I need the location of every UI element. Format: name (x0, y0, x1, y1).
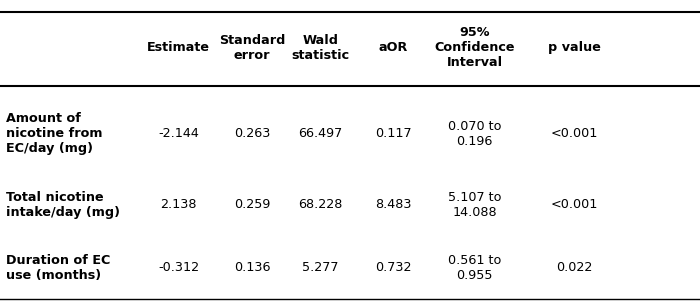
Text: Total nicotine
intake/day (mg): Total nicotine intake/day (mg) (6, 191, 120, 219)
Text: 0.070 to
0.196: 0.070 to 0.196 (448, 120, 501, 148)
Text: 8.483: 8.483 (375, 198, 412, 211)
Text: 95%
Confidence
Interval: 95% Confidence Interval (434, 26, 515, 69)
Text: -0.312: -0.312 (158, 261, 199, 274)
Text: 0.561 to
0.955: 0.561 to 0.955 (448, 254, 501, 282)
Text: Amount of
nicotine from
EC/day (mg): Amount of nicotine from EC/day (mg) (6, 112, 102, 156)
Text: <0.001: <0.001 (550, 198, 598, 211)
Text: 2.138: 2.138 (160, 198, 197, 211)
Text: 5.277: 5.277 (302, 261, 339, 274)
Text: 0.022: 0.022 (556, 261, 592, 274)
Text: 66.497: 66.497 (298, 128, 343, 140)
Text: Duration of EC
use (months): Duration of EC use (months) (6, 254, 110, 282)
Text: Wald
statistic: Wald statistic (291, 34, 350, 62)
Text: Estimate: Estimate (147, 41, 210, 54)
Text: 68.228: 68.228 (298, 198, 343, 211)
Text: 0.259: 0.259 (234, 198, 270, 211)
Text: 0.136: 0.136 (234, 261, 270, 274)
Text: Standard
error: Standard error (219, 34, 285, 62)
Text: 5.107 to
14.088: 5.107 to 14.088 (448, 191, 501, 219)
Text: 0.263: 0.263 (234, 128, 270, 140)
Text: 0.117: 0.117 (375, 128, 412, 140)
Text: <0.001: <0.001 (550, 128, 598, 140)
Text: -2.144: -2.144 (158, 128, 199, 140)
Text: p value: p value (547, 41, 601, 54)
Text: 0.732: 0.732 (375, 261, 412, 274)
Text: aOR: aOR (379, 41, 408, 54)
